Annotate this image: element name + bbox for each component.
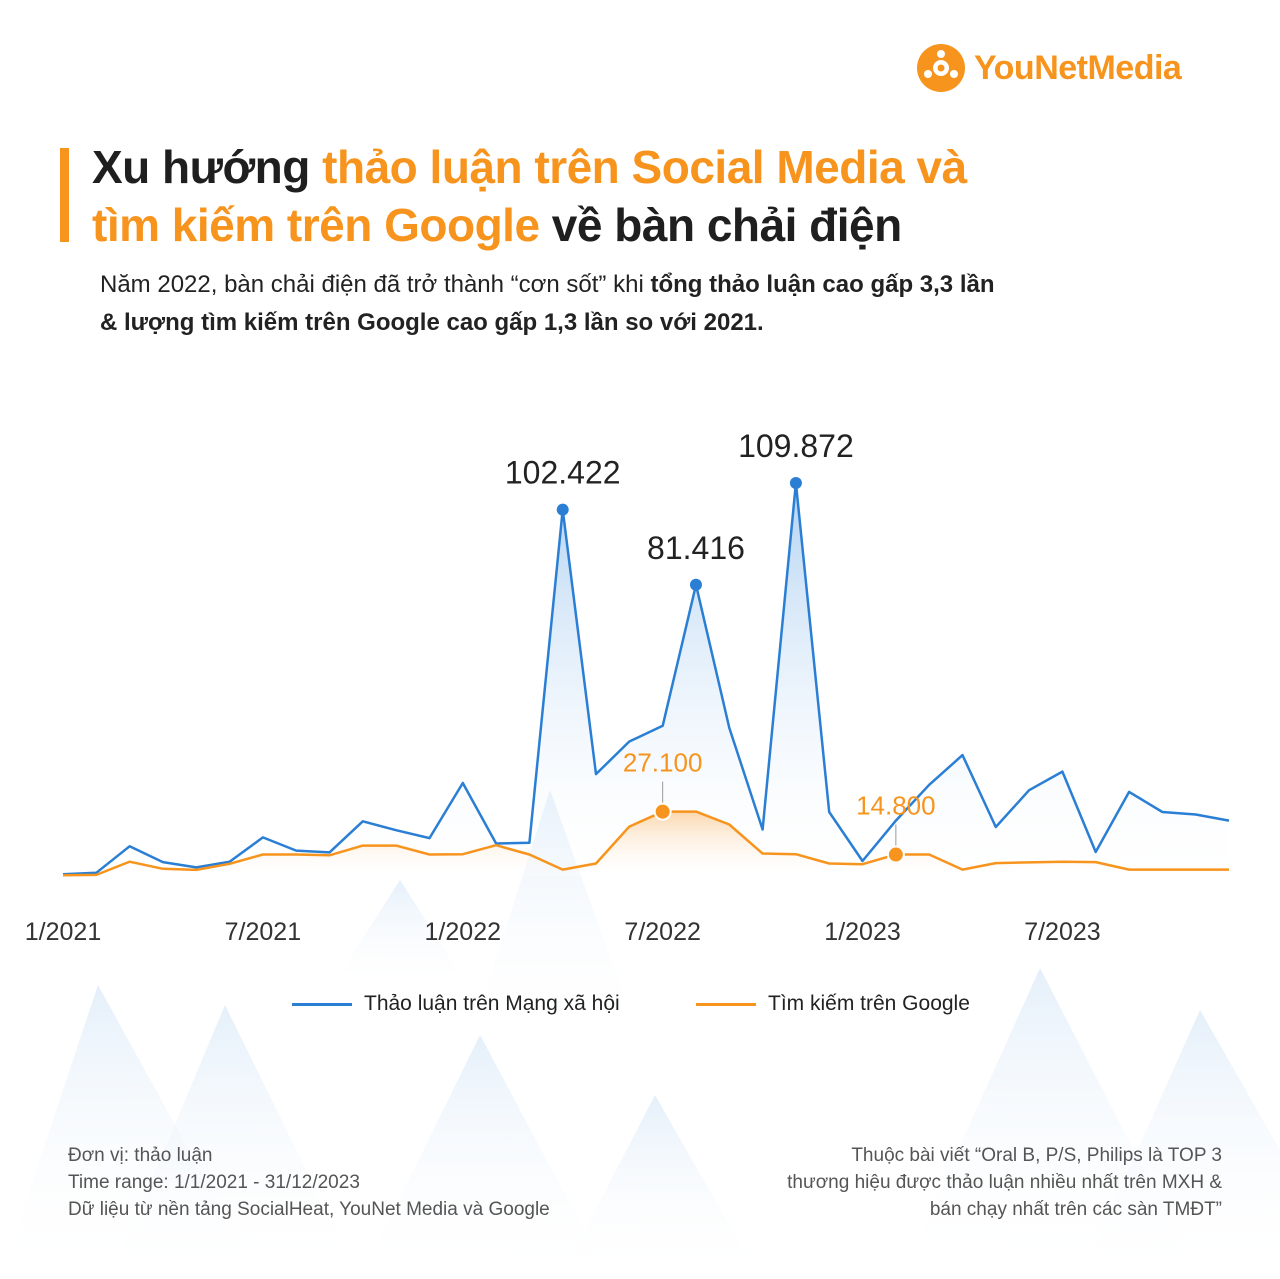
annotation-label-3: 27.100 bbox=[623, 748, 703, 778]
x-tick-label-2: 1/2022 bbox=[425, 918, 501, 946]
footer-article-line1: Thuộc bài viết “Oral B, P/S, Philips là … bbox=[851, 1145, 1222, 1166]
footer-notes: Đơn vị: thảo luận Time range: 1/1/2021 -… bbox=[68, 1142, 550, 1223]
annotation-dot-4 bbox=[886, 845, 905, 864]
series-line-1 bbox=[62, 810, 1229, 877]
brand-logo: YouNetMedia bbox=[916, 42, 1182, 94]
footer-time-range: Time range: 1/1/2021 - 31/12/2023 bbox=[68, 1172, 360, 1193]
annotation-dot-1 bbox=[689, 578, 702, 591]
chart-legend: Thảo luận trên Mạng xã hội Tìm kiếm trên… bbox=[0, 992, 1280, 1026]
subtitle-line1-bold: tổng thảo luận cao gấp 3,3 lần bbox=[650, 271, 995, 298]
subtitle-line1-plain: Năm 2022, bàn chải điện đã trở thành “cơ… bbox=[100, 271, 651, 298]
x-tick-label-5: 7/2023 bbox=[1024, 918, 1100, 946]
legend-item-social: Thảo luận trên Mạng xã hội bbox=[292, 992, 620, 1016]
annotation-label-0: 102.422 bbox=[505, 455, 621, 491]
subtitle: Năm 2022, bàn chải điện đã trở thành “cơ… bbox=[100, 266, 1200, 342]
x-tick-label-3: 7/2022 bbox=[624, 918, 700, 946]
title-line1-plain: Xu hướng bbox=[92, 141, 323, 193]
footer-article-line2: thương hiệu được thảo luận nhiều nhất tr… bbox=[787, 1172, 1222, 1193]
area-fill-series-0 bbox=[63, 483, 1229, 876]
footer-unit: Đơn vị: thảo luận bbox=[68, 1145, 213, 1166]
series-line-0 bbox=[62, 481, 1230, 876]
legend-label-google: Tìm kiếm trên Google bbox=[768, 992, 970, 1015]
legend-swatch-google bbox=[696, 1002, 756, 1006]
footer-data-source: Dữ liệu từ nền tảng SocialHeat, YouNet M… bbox=[68, 1199, 550, 1220]
page-title: Xu hướng thảo luận trên Social Media và … bbox=[92, 138, 1192, 254]
x-tick-label-0: 1/2021 bbox=[25, 918, 101, 946]
legend-label-social: Thảo luận trên Mạng xã hội bbox=[364, 992, 620, 1015]
area-fill-series-1 bbox=[63, 811, 1229, 876]
footer-article-line3: bán chạy nhất trên các sàn TMĐT” bbox=[929, 1199, 1222, 1220]
annotation-dot-0 bbox=[556, 503, 569, 516]
title-line1-highlight: thảo luận trên Social Media và bbox=[322, 141, 967, 193]
annotation-dot-2 bbox=[789, 477, 802, 489]
title-accent-bar bbox=[60, 148, 69, 242]
x-tick-label-4: 1/2023 bbox=[824, 918, 900, 946]
legend-item-google: Tìm kiếm trên Google bbox=[696, 992, 970, 1016]
x-tick-label-1: 7/2021 bbox=[225, 918, 301, 946]
title-line2-plain: về bàn chải điện bbox=[539, 199, 902, 251]
brand-name: YouNetMedia bbox=[974, 48, 1182, 87]
annotation-label-4: 14.800 bbox=[856, 791, 936, 821]
annotation-label-2: 109.872 bbox=[738, 428, 854, 464]
annotation-label-1: 81.416 bbox=[647, 530, 745, 566]
annotation-dot-3 bbox=[653, 802, 672, 821]
legend-swatch-social bbox=[292, 1002, 352, 1006]
title-line2-highlight: tìm kiếm trên Google bbox=[92, 199, 540, 251]
younet-logo-icon bbox=[917, 44, 965, 92]
subtitle-line2-bold: & lượng tìm kiếm trên Google cao gấp 1,3… bbox=[100, 309, 764, 336]
footer-article-ref: Thuộc bài viết “Oral B, P/S, Philips là … bbox=[702, 1142, 1222, 1223]
